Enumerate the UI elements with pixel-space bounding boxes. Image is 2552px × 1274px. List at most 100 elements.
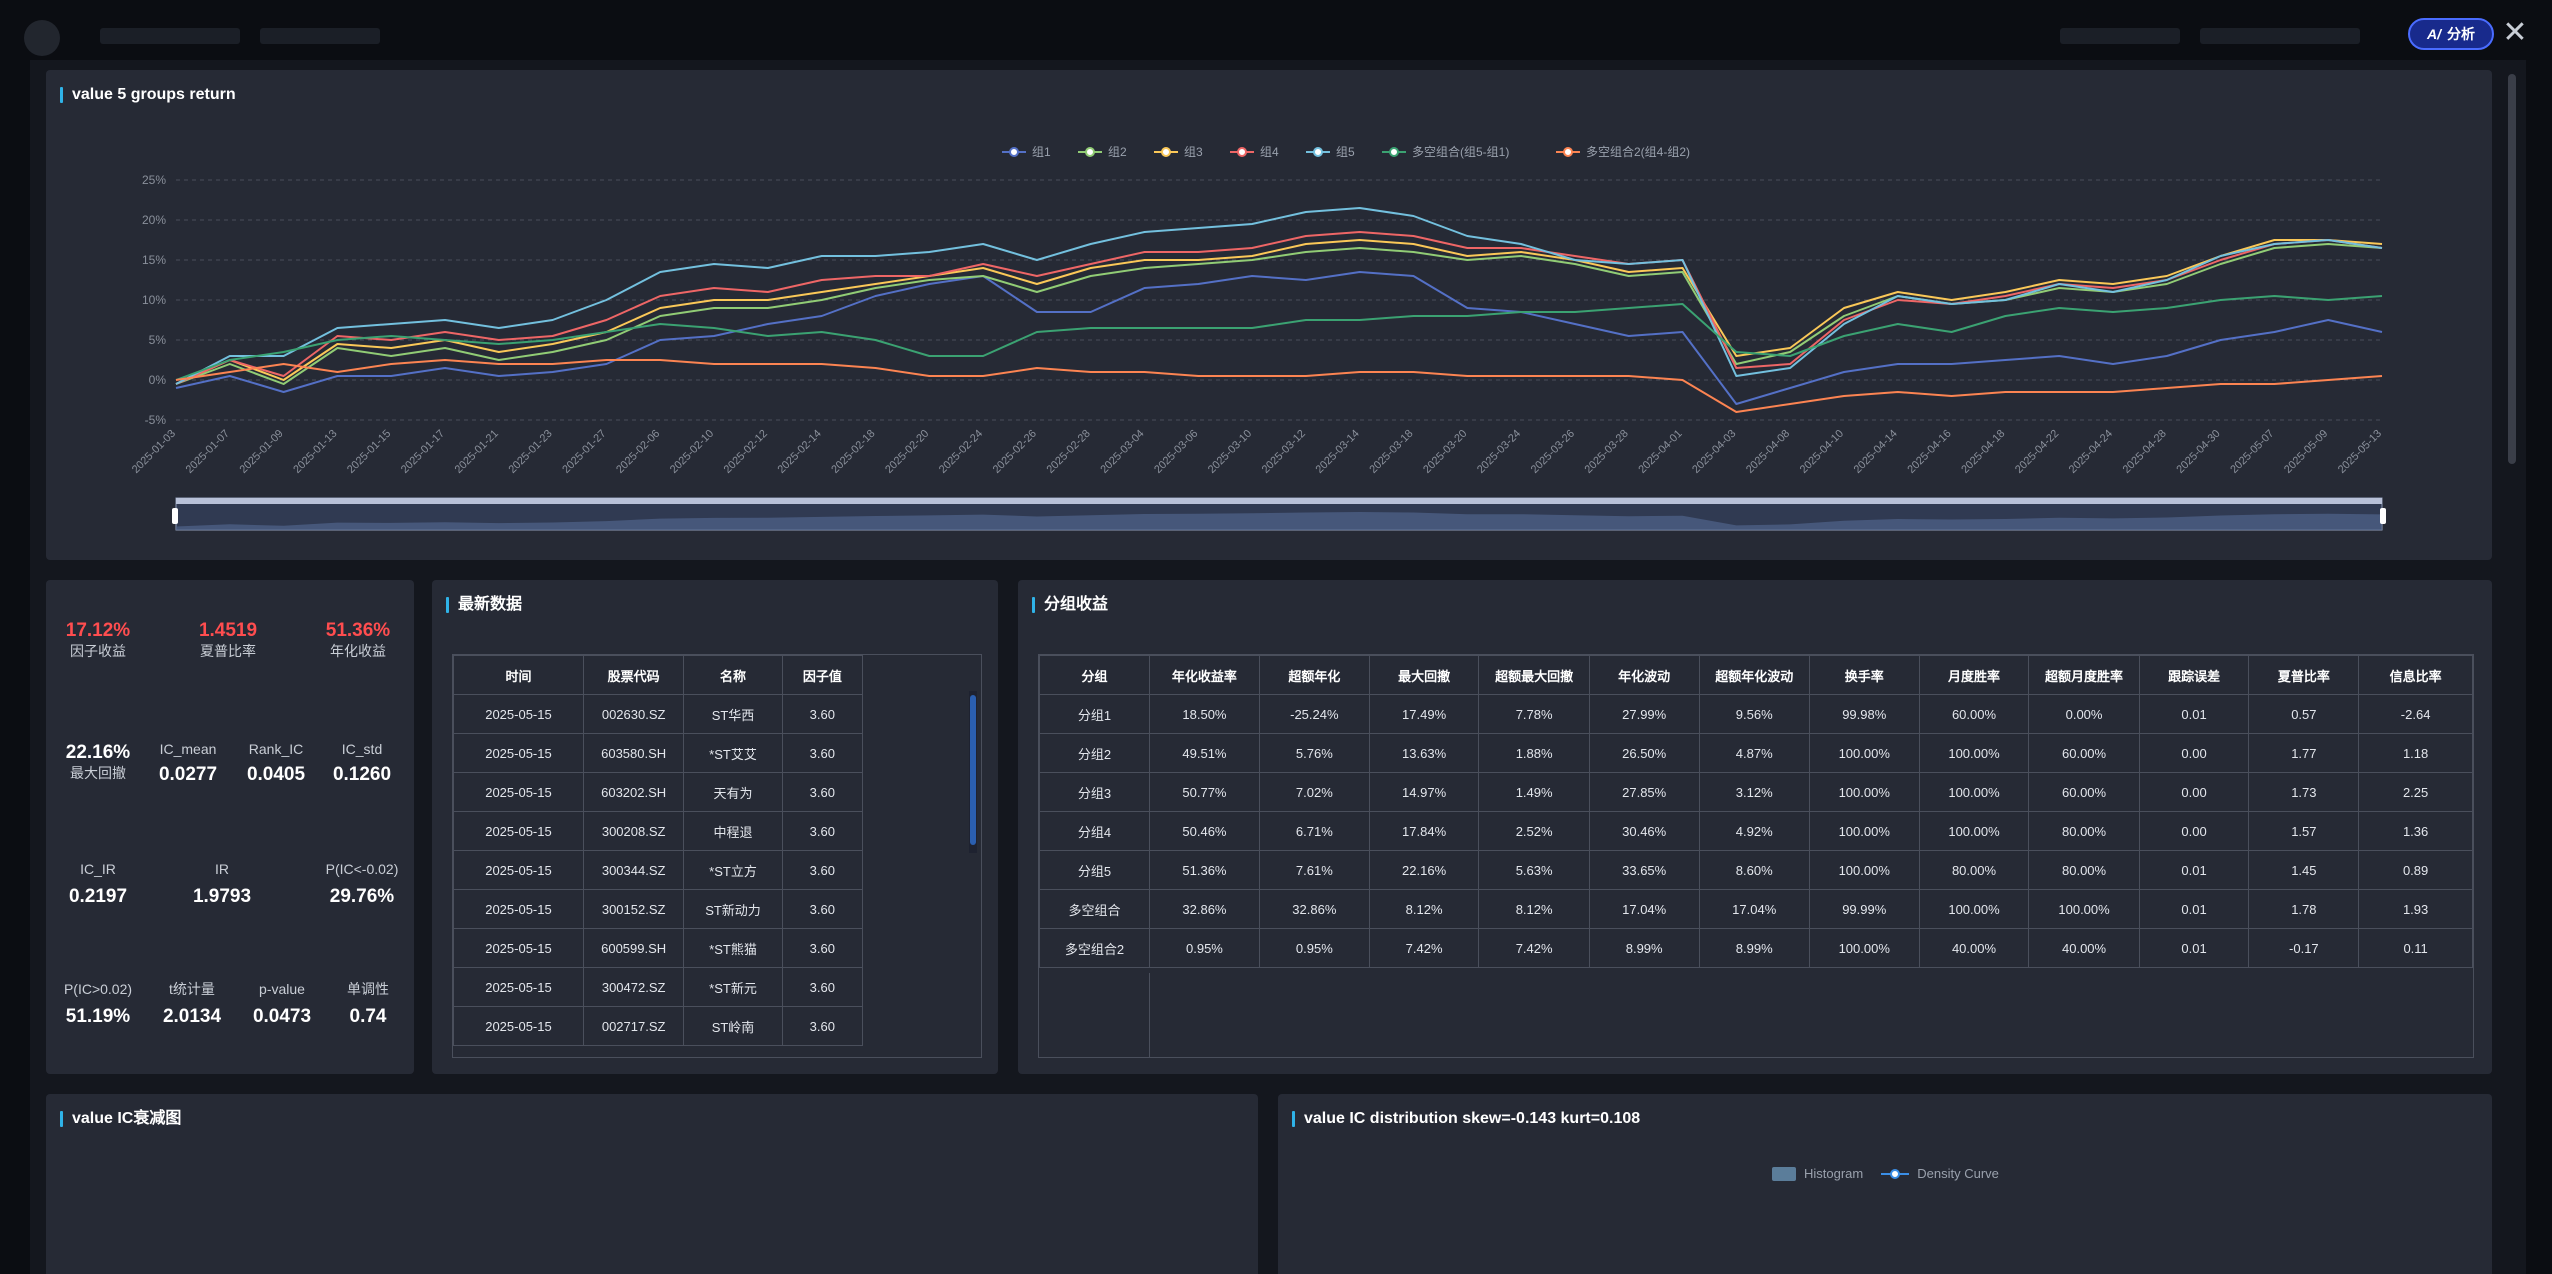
table-cell: 2025-05-15 [453,694,584,734]
table-cell: 1.49% [1478,772,1590,812]
series-line[interactable] [175,239,2383,385]
latest-data-panel: 最新数据 时间 股票代码 名称 因子值 2025-05-15 002630.SZ ST华西… [432,580,998,1074]
legend-item[interactable]: 组3 [1154,145,1203,159]
table-cell: 8.99% [1698,928,1810,968]
table-cell: 27.85% [1588,772,1700,812]
table-row[interactable]: 2025-05-15 002717.SZ ST岭南 3.60 [453,1006,864,1046]
legend-item[interactable]: 多空组合(组5-组1) [1382,144,1509,159]
table-cell: 1.73 [2248,772,2360,812]
legend-item[interactable]: 组1 [1002,145,1051,159]
chart-zoom-slider[interactable] [172,497,2386,531]
table-row[interactable]: 2025-05-15 002630.SZ ST华西 3.60 [453,694,864,734]
density-legend-swatch[interactable] [1881,1167,1910,1181]
table-cell: 60.00% [2028,733,2140,773]
series-line[interactable] [175,231,2383,385]
table-cell: 17.84% [1368,811,1480,851]
column-header: 名称 [683,655,783,695]
x-tick-label: 2025-04-22 [2013,428,2061,476]
table-cell: 27.99% [1588,694,1700,734]
series-line[interactable] [175,271,2383,405]
table-row[interactable]: 分组3 50.77% 7.02% 14.97% 1.49% 27.85% 3.12% 100.… [1039,772,2473,812]
stat-p-ic-negative: P(IC<-0.02) 29.76% [325,861,399,907]
histogram-legend-swatch[interactable] [1772,1166,1796,1181]
table-row[interactable]: 2025-05-15 300152.SZ ST新动力 3.60 [453,889,864,929]
svg-text:多空组合(组5-组1): 多空组合(组5-组1) [1412,144,1509,159]
table-row[interactable]: 2025-05-15 603580.SH *ST艾艾 3.60 [453,733,864,773]
table-cell: *ST立方 [683,850,783,890]
x-tick-label: 2025-02-24 [937,428,985,476]
slider-right-handle[interactable] [2380,508,2386,524]
table-cell: 3.60 [781,772,864,812]
group-return-table-wrap[interactable]: 分组 年化收益率 超额年化 最大回撤 超额最大回撤 年化波动 超额年化波动 换手率 月度胜率 超额… [1038,654,2474,1058]
column-header: 换手率 [1808,655,1920,695]
latest-scrollbar-thumb[interactable] [970,695,976,845]
table-cell: 99.98% [1808,694,1920,734]
table-row[interactable]: 2025-05-15 300472.SZ *ST新元 3.60 [453,967,864,1007]
table-row[interactable]: 多空组合2 0.95% 0.95% 7.42% 7.42% 8.99% 8.99% 100.0… [1039,928,2473,968]
table-row[interactable]: 2025-05-15 600599.SH *ST熊猫 3.60 [453,928,864,968]
table-row[interactable]: 分组2 49.51% 5.76% 13.63% 1.88% 26.50% 4.87% 100.… [1039,733,2473,773]
stat-sharpe: 1.4519 夏普比率 [198,620,258,659]
ic-distribution-title: value IC distribution skew=-0.143 kurt=0… [1292,1110,1640,1128]
svg-text:组3: 组3 [1184,145,1203,159]
table-cell: 0.57 [2248,694,2360,734]
ai-icon: A/ [2427,26,2441,42]
column-header: 夏普比率 [2248,655,2360,695]
table-row[interactable]: 多空组合 32.86% 32.86% 8.12% 8.12% 17.04% 17.04% 99… [1039,889,2473,929]
modal-scrollbar-thumb[interactable] [2508,74,2516,464]
series-line[interactable] [175,359,2383,413]
x-tick-label: 2025-01-07 [184,428,232,476]
stat-monotonicity: 单调性 0.74 [347,981,389,1027]
latest-data-table: 时间 股票代码 名称 因子值 2025-05-15 002630.SZ ST华西 3.60 2… [453,655,864,1046]
table-row[interactable]: 2025-05-15 603202.SH 天有为 3.60 [453,772,864,812]
x-tick-label: 2025-03-06 [1152,428,1200,476]
table-cell: 4.92% [1698,811,1810,851]
latest-data-table-wrap[interactable]: 时间 股票代码 名称 因子值 2025-05-15 002630.SZ ST华西 3.60 2… [452,654,982,1058]
series-line[interactable] [175,207,2383,385]
table-cell: 0.01 [2138,928,2250,968]
table-cell: *ST艾艾 [683,733,783,773]
table-row[interactable]: 分组5 51.36% 7.61% 22.16% 5.63% 33.65% 8.60% 100.… [1039,850,2473,890]
table-cell: 多空组合 [1039,889,1150,929]
x-tick-label: 2025-05-07 [2228,428,2276,476]
x-tick-label: 2025-04-28 [2121,428,2169,476]
column-header: 超额年化 [1258,655,1370,695]
table-cell: 32.86% [1148,889,1260,929]
histogram-legend-label[interactable]: Histogram [1804,1166,1864,1181]
series-line[interactable] [175,295,2383,381]
legend-item[interactable]: 组5 [1306,145,1355,159]
table-cell: ST岭南 [683,1006,783,1046]
column-header: 超额年化波动 [1698,655,1810,695]
legend-item[interactable]: 组4 [1230,145,1279,159]
table-row[interactable]: 分组4 50.46% 6.71% 17.84% 2.52% 30.46% 4.92% 100.… [1039,811,2473,851]
slider-left-handle[interactable] [172,508,178,524]
ic-distribution-panel: value IC distribution skew=-0.143 kurt=0… [1278,1094,2492,1274]
table-cell: 6.71% [1258,811,1370,851]
legend-item[interactable]: 组2 [1078,145,1127,159]
table-cell: 100.00% [2028,889,2140,929]
density-legend-label[interactable]: Density Curve [1917,1166,1999,1181]
table-cell: 100.00% [1918,772,2030,812]
column-header: 信息比率 [2358,655,2473,695]
table-cell: 0.00 [2138,733,2250,773]
stat-p-value: p-value 0.0473 [252,981,312,1027]
close-icon[interactable]: ✕ [2502,16,2528,49]
table-row[interactable]: 分组1 18.50% -25.24% 17.49% 7.78% 27.99% 9.56% 99… [1039,694,2473,734]
stat-t-statistic: t统计量 2.0134 [162,981,222,1027]
x-tick-label: 2025-01-27 [560,428,608,476]
table-cell: 1.36 [2358,811,2473,851]
x-tick-label: 2025-04-14 [1852,428,1900,476]
x-tick-label: 2025-01-03 [130,428,178,476]
table-cell: 17.04% [1588,889,1700,929]
table-cell: 7.78% [1478,694,1590,734]
table-cell: 0.00 [2138,772,2250,812]
table-row[interactable]: 2025-05-15 300344.SZ *ST立方 3.60 [453,850,864,890]
x-tick-label: 2025-01-13 [291,428,339,476]
legend-item[interactable]: 多空组合2(组4-组2) [1556,144,1690,159]
table-cell: 100.00% [1918,889,2030,929]
ai-analysis-button[interactable]: A/ 分析 [2408,18,2494,50]
table-cell: 多空组合2 [1039,928,1150,968]
y-tick-label: 5% [149,333,167,347]
column-header: 年化收益率 [1148,655,1260,695]
table-row[interactable]: 2025-05-15 300208.SZ 中程退 3.60 [453,811,864,851]
